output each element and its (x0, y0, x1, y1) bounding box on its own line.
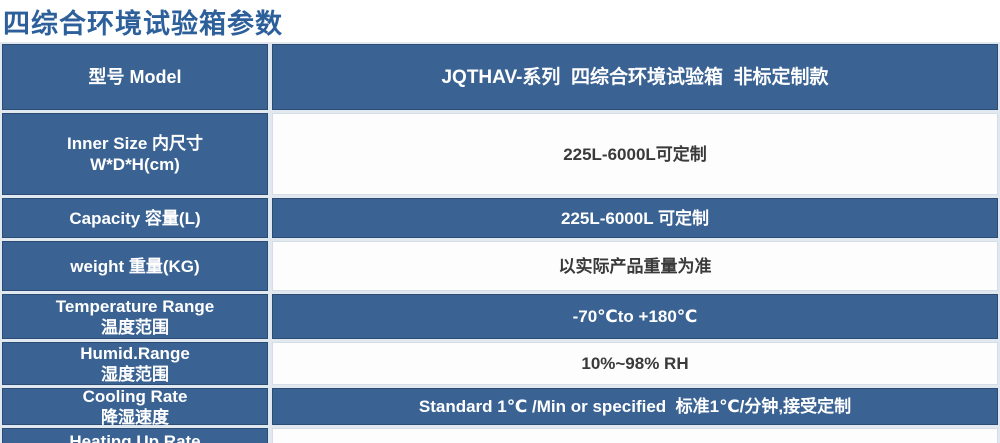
row-label-cell: Temperature Range 温度范围 (2, 294, 268, 339)
row-value-cell: -70℃to +180℃ (272, 294, 998, 339)
row-label-line2: W*D*H(cm) (90, 155, 180, 174)
row-label-cell: 型号 Model (2, 44, 268, 110)
row-label-cell: Cooling Rate 降湿速度 (2, 386, 268, 427)
table-row-temperature-range: Temperature Range 温度范围 -70℃to +180℃ (2, 294, 998, 339)
row-value-cell (272, 428, 998, 443)
row-value-cell: 225L-6000L 可定制 (272, 198, 998, 238)
row-label-line1: Heating Up Rate (69, 432, 201, 443)
row-label-line1: Humid.Range (80, 343, 190, 363)
row-label-line2: 降湿速度 (101, 407, 169, 427)
row-label-line2: 湿度范围 (101, 364, 169, 384)
row-label-cell: weight 重量(KG) (2, 241, 268, 291)
table-row-inner-size: Inner Size 内尺寸 W*D*H(cm) 225L-6000L可定制 (2, 113, 998, 195)
table-row-heating-up-rate: Heating Up Rate (2, 428, 998, 443)
row-value-cell: Standard 1℃ /Min or specified 标准1℃/分钟,接受… (272, 388, 998, 425)
row-label-cell: Humid.Range 湿度范围 (2, 342, 268, 385)
row-label-cell: Capacity 容量(L) (2, 198, 268, 238)
row-value-cell: JQTHAV-系列 四综合环境试验箱 非标定制款 (272, 44, 998, 110)
table-row-weight: weight 重量(KG) 以实际产品重量为准 (2, 241, 998, 291)
row-label-line1: Temperature Range (55, 296, 215, 316)
row-label-line1: Cooling Rate (82, 386, 188, 406)
table-row-model: 型号 Model JQTHAV-系列 四综合环境试验箱 非标定制款 (2, 44, 998, 110)
row-value-cell: 10%~98% RH (272, 342, 998, 385)
row-label-cell: Inner Size 内尺寸 W*D*H(cm) (2, 113, 268, 195)
table-row-cooling-rate: Cooling Rate 降湿速度 Standard 1℃ /Min or sp… (2, 386, 998, 427)
page-title: 四综合环境试验箱参数 (3, 9, 283, 39)
spec-table: 型号 Model JQTHAV-系列 四综合环境试验箱 非标定制款 Inner … (0, 42, 1000, 443)
row-label-cell: Heating Up Rate (2, 428, 268, 443)
row-value-cell: 以实际产品重量为准 (272, 241, 998, 291)
row-value-cell: 225L-6000L可定制 (272, 113, 998, 195)
table-row-humidity-range: Humid.Range 湿度范围 10%~98% RH (2, 342, 998, 385)
row-label-line1: weight 重量(KG) (70, 256, 200, 276)
row-label-line1: 型号 Model (88, 66, 182, 87)
row-label-line1: Capacity 容量(L) (69, 208, 201, 228)
row-label-line1: Inner Size 内尺寸 (66, 134, 204, 153)
row-label-line2: 温度范围 (101, 317, 169, 337)
table-row-capacity: Capacity 容量(L) 225L-6000L 可定制 (2, 198, 998, 238)
